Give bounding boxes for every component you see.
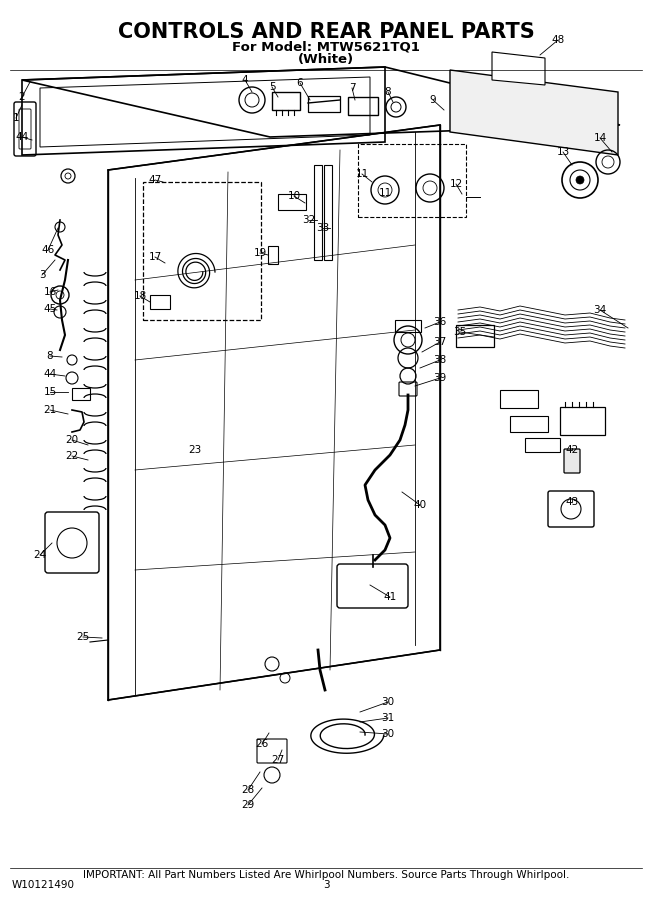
Text: 18: 18 — [134, 291, 147, 301]
Text: 8: 8 — [385, 87, 391, 97]
Text: 19: 19 — [254, 248, 267, 258]
Text: 41: 41 — [383, 592, 396, 602]
Text: 43: 43 — [565, 497, 578, 507]
Text: 3: 3 — [323, 880, 329, 890]
Text: 4: 4 — [242, 75, 248, 85]
Text: 44: 44 — [44, 369, 57, 379]
Text: 44: 44 — [16, 132, 29, 142]
Text: CONTROLS AND REAR PANEL PARTS: CONTROLS AND REAR PANEL PARTS — [117, 22, 535, 42]
Text: 37: 37 — [434, 337, 447, 347]
Text: 40: 40 — [413, 500, 426, 510]
Text: 29: 29 — [241, 800, 255, 810]
Text: 14: 14 — [593, 133, 606, 143]
Text: 28: 28 — [241, 785, 255, 795]
Text: 24: 24 — [33, 550, 47, 560]
Text: 48: 48 — [552, 35, 565, 45]
Text: 39: 39 — [434, 373, 447, 383]
Text: 45: 45 — [44, 304, 57, 314]
Text: 8: 8 — [47, 351, 53, 361]
Text: 5: 5 — [269, 82, 275, 92]
Text: 6: 6 — [297, 78, 303, 88]
Text: 25: 25 — [76, 632, 89, 642]
Text: 47: 47 — [149, 175, 162, 185]
Text: 36: 36 — [434, 317, 447, 327]
Circle shape — [576, 176, 584, 184]
Text: 9: 9 — [430, 95, 436, 105]
Polygon shape — [450, 70, 618, 155]
Text: 17: 17 — [149, 252, 162, 262]
Text: 23: 23 — [188, 445, 201, 455]
Text: 30: 30 — [381, 729, 394, 739]
Text: 11: 11 — [355, 169, 368, 179]
Text: 3: 3 — [38, 270, 45, 280]
Text: 33: 33 — [316, 223, 330, 233]
Text: 12: 12 — [449, 179, 463, 189]
Text: W10121490: W10121490 — [12, 880, 75, 890]
Text: 26: 26 — [256, 739, 269, 749]
Polygon shape — [492, 52, 545, 85]
Text: 21: 21 — [44, 405, 57, 415]
Text: 2: 2 — [19, 92, 25, 102]
Text: IMPORTANT: All Part Numbers Listed Are Whirlpool Numbers. Source Parts Through W: IMPORTANT: All Part Numbers Listed Are W… — [83, 870, 569, 880]
Text: 30: 30 — [381, 697, 394, 707]
Text: 27: 27 — [271, 755, 285, 765]
Text: 31: 31 — [381, 713, 394, 723]
Text: 46: 46 — [41, 245, 55, 255]
Text: 15: 15 — [44, 387, 57, 397]
Text: 1: 1 — [12, 113, 20, 123]
Text: 42: 42 — [565, 445, 578, 455]
Text: 34: 34 — [593, 305, 606, 315]
Text: 7: 7 — [349, 83, 355, 93]
Text: 32: 32 — [303, 215, 316, 225]
Text: 38: 38 — [434, 355, 447, 365]
Text: 35: 35 — [453, 327, 467, 337]
Text: 10: 10 — [288, 191, 301, 201]
Text: 20: 20 — [65, 435, 78, 445]
Text: 16: 16 — [44, 287, 57, 297]
Text: For Model: MTW5621TQ1: For Model: MTW5621TQ1 — [232, 40, 420, 53]
Text: 11: 11 — [378, 188, 392, 198]
Text: 13: 13 — [556, 147, 570, 157]
Text: (White): (White) — [298, 53, 354, 66]
Text: 22: 22 — [65, 451, 79, 461]
FancyBboxPatch shape — [564, 449, 580, 473]
